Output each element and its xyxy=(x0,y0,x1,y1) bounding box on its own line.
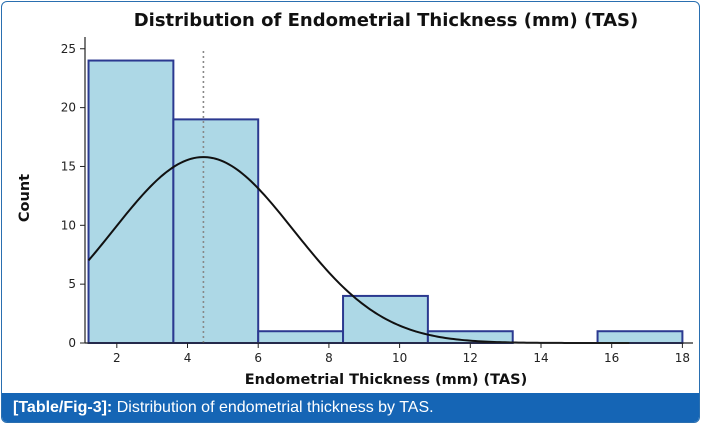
axes-group: 0 5 10 15 20 25 2 4 6 8 10 12 14 16 18 xyxy=(61,37,693,365)
x-tick-label: 18 xyxy=(675,351,690,365)
chart-title: Distribution of Endometrial Thickness (m… xyxy=(134,10,639,31)
x-tick-label: 4 xyxy=(184,351,192,365)
bars-group xyxy=(87,59,684,345)
histogram-bar-7 xyxy=(596,330,684,345)
y-tick-label: 25 xyxy=(61,42,76,56)
x-tick-label: 6 xyxy=(254,351,262,365)
y-tick-label: 15 xyxy=(61,159,76,173)
caption-label: [Table/Fig-3]: xyxy=(13,399,113,416)
x-tick-label: 14 xyxy=(533,351,548,365)
y-axis-label: Count xyxy=(17,174,33,222)
y-tick-label: 10 xyxy=(61,218,76,232)
histogram-bar-3 xyxy=(257,330,345,345)
y-tick-label: 0 xyxy=(68,336,76,350)
x-axis-label: Endometrial Thickness (mm) (TAS) xyxy=(245,372,527,388)
x-tick-label: 10 xyxy=(392,351,407,365)
x-tick-label: 2 xyxy=(113,351,121,365)
x-tick-label: 16 xyxy=(604,351,619,365)
histogram-bar-2 xyxy=(172,118,260,344)
x-tick-label: 8 xyxy=(325,351,333,365)
caption-text: Distribution of endometrial thickness by… xyxy=(116,399,434,416)
histogram-chart: Distribution of Endometrial Thickness (m… xyxy=(17,10,693,388)
y-tick-label: 20 xyxy=(61,101,76,115)
histogram-bar-1 xyxy=(87,59,175,345)
y-tick-label: 5 xyxy=(68,277,76,291)
x-tick-label: 12 xyxy=(463,351,478,365)
figure-caption: [Table/Fig-3]: Distribution of endometri… xyxy=(2,393,699,422)
